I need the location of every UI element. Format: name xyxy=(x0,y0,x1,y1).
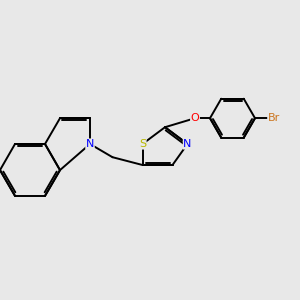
Text: N: N xyxy=(183,139,192,149)
Text: Br: Br xyxy=(268,113,280,123)
Text: S: S xyxy=(139,139,146,149)
Text: O: O xyxy=(190,113,200,123)
Text: N: N xyxy=(86,139,94,149)
